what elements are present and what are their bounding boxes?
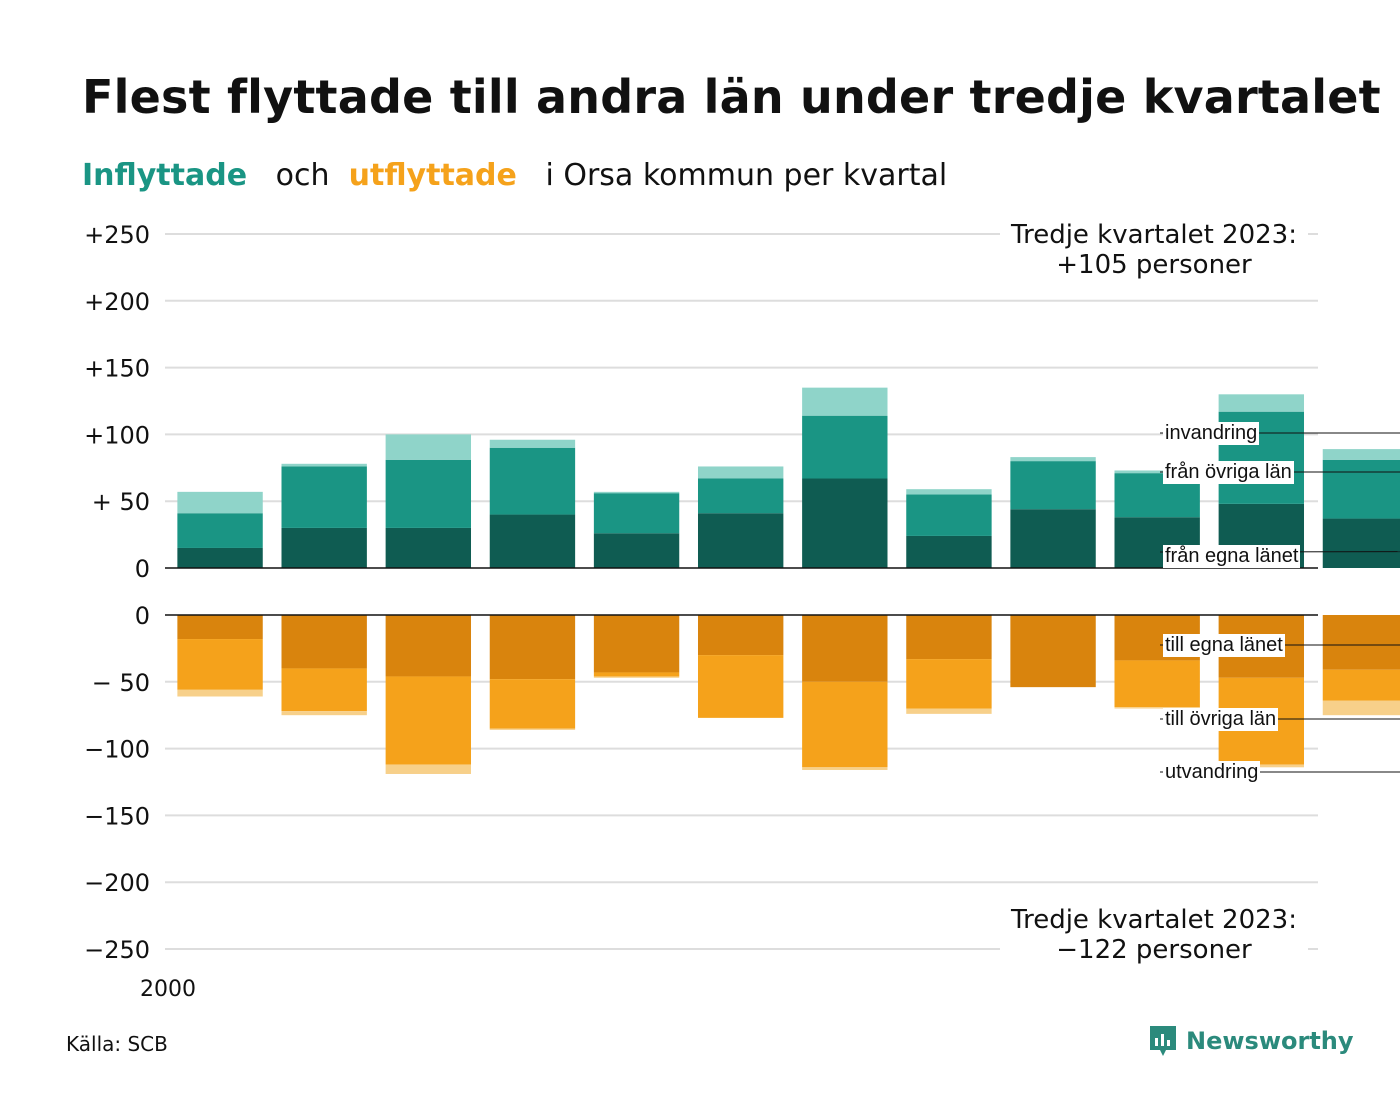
bar-in-other [906,494,992,536]
subtitle-rest: i Orsa kommun per kvartal [545,158,948,193]
bar-out-other [489,679,576,729]
bar-out-other [1114,660,1200,708]
bar-out-emig [802,767,888,770]
bar-out-emig [906,708,992,714]
bar-out-other [697,655,784,718]
bar-in-other [177,513,263,548]
bar-out-other [177,639,263,690]
bar-in-immig [802,387,888,416]
bar-out-own [697,615,784,656]
bar-in-immig [489,439,576,448]
brand-logo: Newsworthy [1148,1024,1354,1058]
bar-in-own [1322,518,1400,568]
source-note: Källa: SCB [66,1032,168,1056]
bar-in-immig [1322,449,1400,460]
bar-out-own [177,615,263,640]
bar-out-other [906,659,992,709]
bar-out-emig [1114,707,1200,709]
annotation-bottom: Tredje kvartalet 2023: −122 personer [1000,905,1308,965]
label-utvandring: utvandring [1163,761,1261,784]
bar-in-own [1010,509,1096,568]
bar-in-immig [1114,470,1200,474]
bar-in-immig [281,463,367,467]
annotation-top: Tredje kvartalet 2023: +105 personer [1000,220,1308,280]
bar-out-own [1322,615,1400,670]
label-fran-egna-lanet: från egna länet [1163,545,1301,568]
bar-out-own [489,615,576,680]
chart-title: Flest flyttade till andra län under tred… [82,70,1381,124]
bar-out-other [281,668,367,712]
bar-out-emig [1218,764,1305,768]
bar-out-own [385,615,472,677]
bar-out-own [281,615,367,669]
y-tick-label: +200 [84,288,150,316]
annotation-top-line2: +105 personer [1056,250,1252,280]
annotation-bottom-line1: Tredje kvartalet 2023: [1011,905,1297,935]
bar-out-emig [177,689,263,697]
bar-out-other [1322,669,1400,701]
bar-out-emig [1322,700,1400,716]
bar-in-immig [906,489,992,495]
bar-out-other [593,672,680,677]
bar-in-own [281,527,367,568]
x-tick-label: 2000 [140,977,196,1002]
brand-name: Newsworthy [1186,1027,1354,1055]
chart-subtitle: Inflyttade och utflyttade i Orsa kommun … [82,158,947,193]
annotation-bottom-line2: −122 personer [1056,935,1252,965]
subtitle-utflyttade: utflyttade [348,158,517,193]
bar-out-own [1010,615,1096,688]
y-tick-label: 0 [135,602,150,630]
bar-in-other [1322,459,1400,519]
bar-in-immig [1010,457,1096,462]
y-tick-label: +250 [84,221,150,249]
subtitle-och: och [275,158,330,193]
bar-out-own [906,615,992,660]
bar-in-own [385,527,472,568]
newsworthy-logo-icon [1150,1026,1176,1056]
bar-in-immig [697,466,784,479]
bar-in-own [489,514,576,568]
label-till-egna-lanet: till egna länet [1163,634,1285,657]
bar-in-own [177,547,263,568]
bar-in-other [697,478,784,514]
bar-out-emig [281,711,367,716]
label-till-ovriga-lan: till övriga län [1163,708,1279,731]
bar-in-immig [593,491,680,494]
bar-in-own [697,513,784,568]
bar-in-own [593,533,680,568]
bar-in-other [281,466,367,528]
bar-in-other [385,459,472,528]
bar-out-emig [593,676,680,678]
bar-out-own [802,615,888,682]
y-tick-label: +150 [84,355,150,383]
y-tick-label: + 50 [92,488,150,516]
bar-in-immig [385,434,472,460]
bar-out-own [593,615,680,673]
bar-in-other [489,447,576,515]
label-fran-ovriga-lan: från övriga län [1163,461,1294,484]
bar-out-emig [385,764,472,774]
y-tick-label: +100 [84,421,150,449]
y-tick-label: 0 [135,555,150,583]
bar-in-immig [177,491,263,514]
subtitle-inflyttade: Inflyttade [82,158,248,193]
bar-in-own [906,535,992,568]
y-tick-label: −100 [84,736,150,764]
bar-in-other [1010,461,1096,510]
y-tick-label: −150 [84,802,150,830]
bar-out-other [802,681,888,768]
y-tick-label: −200 [84,869,150,897]
bar-out-emig [489,728,576,730]
bar-in-own [802,478,888,568]
label-invandring: invandring [1163,422,1260,445]
annotation-top-line1: Tredje kvartalet 2023: [1011,220,1297,250]
y-tick-label: − 50 [92,669,150,697]
bar-out-other [385,676,472,765]
bar-in-immig [1218,394,1305,412]
y-tick-label: −250 [84,936,150,964]
bar-in-other [802,415,888,479]
bar-in-other [593,493,680,534]
